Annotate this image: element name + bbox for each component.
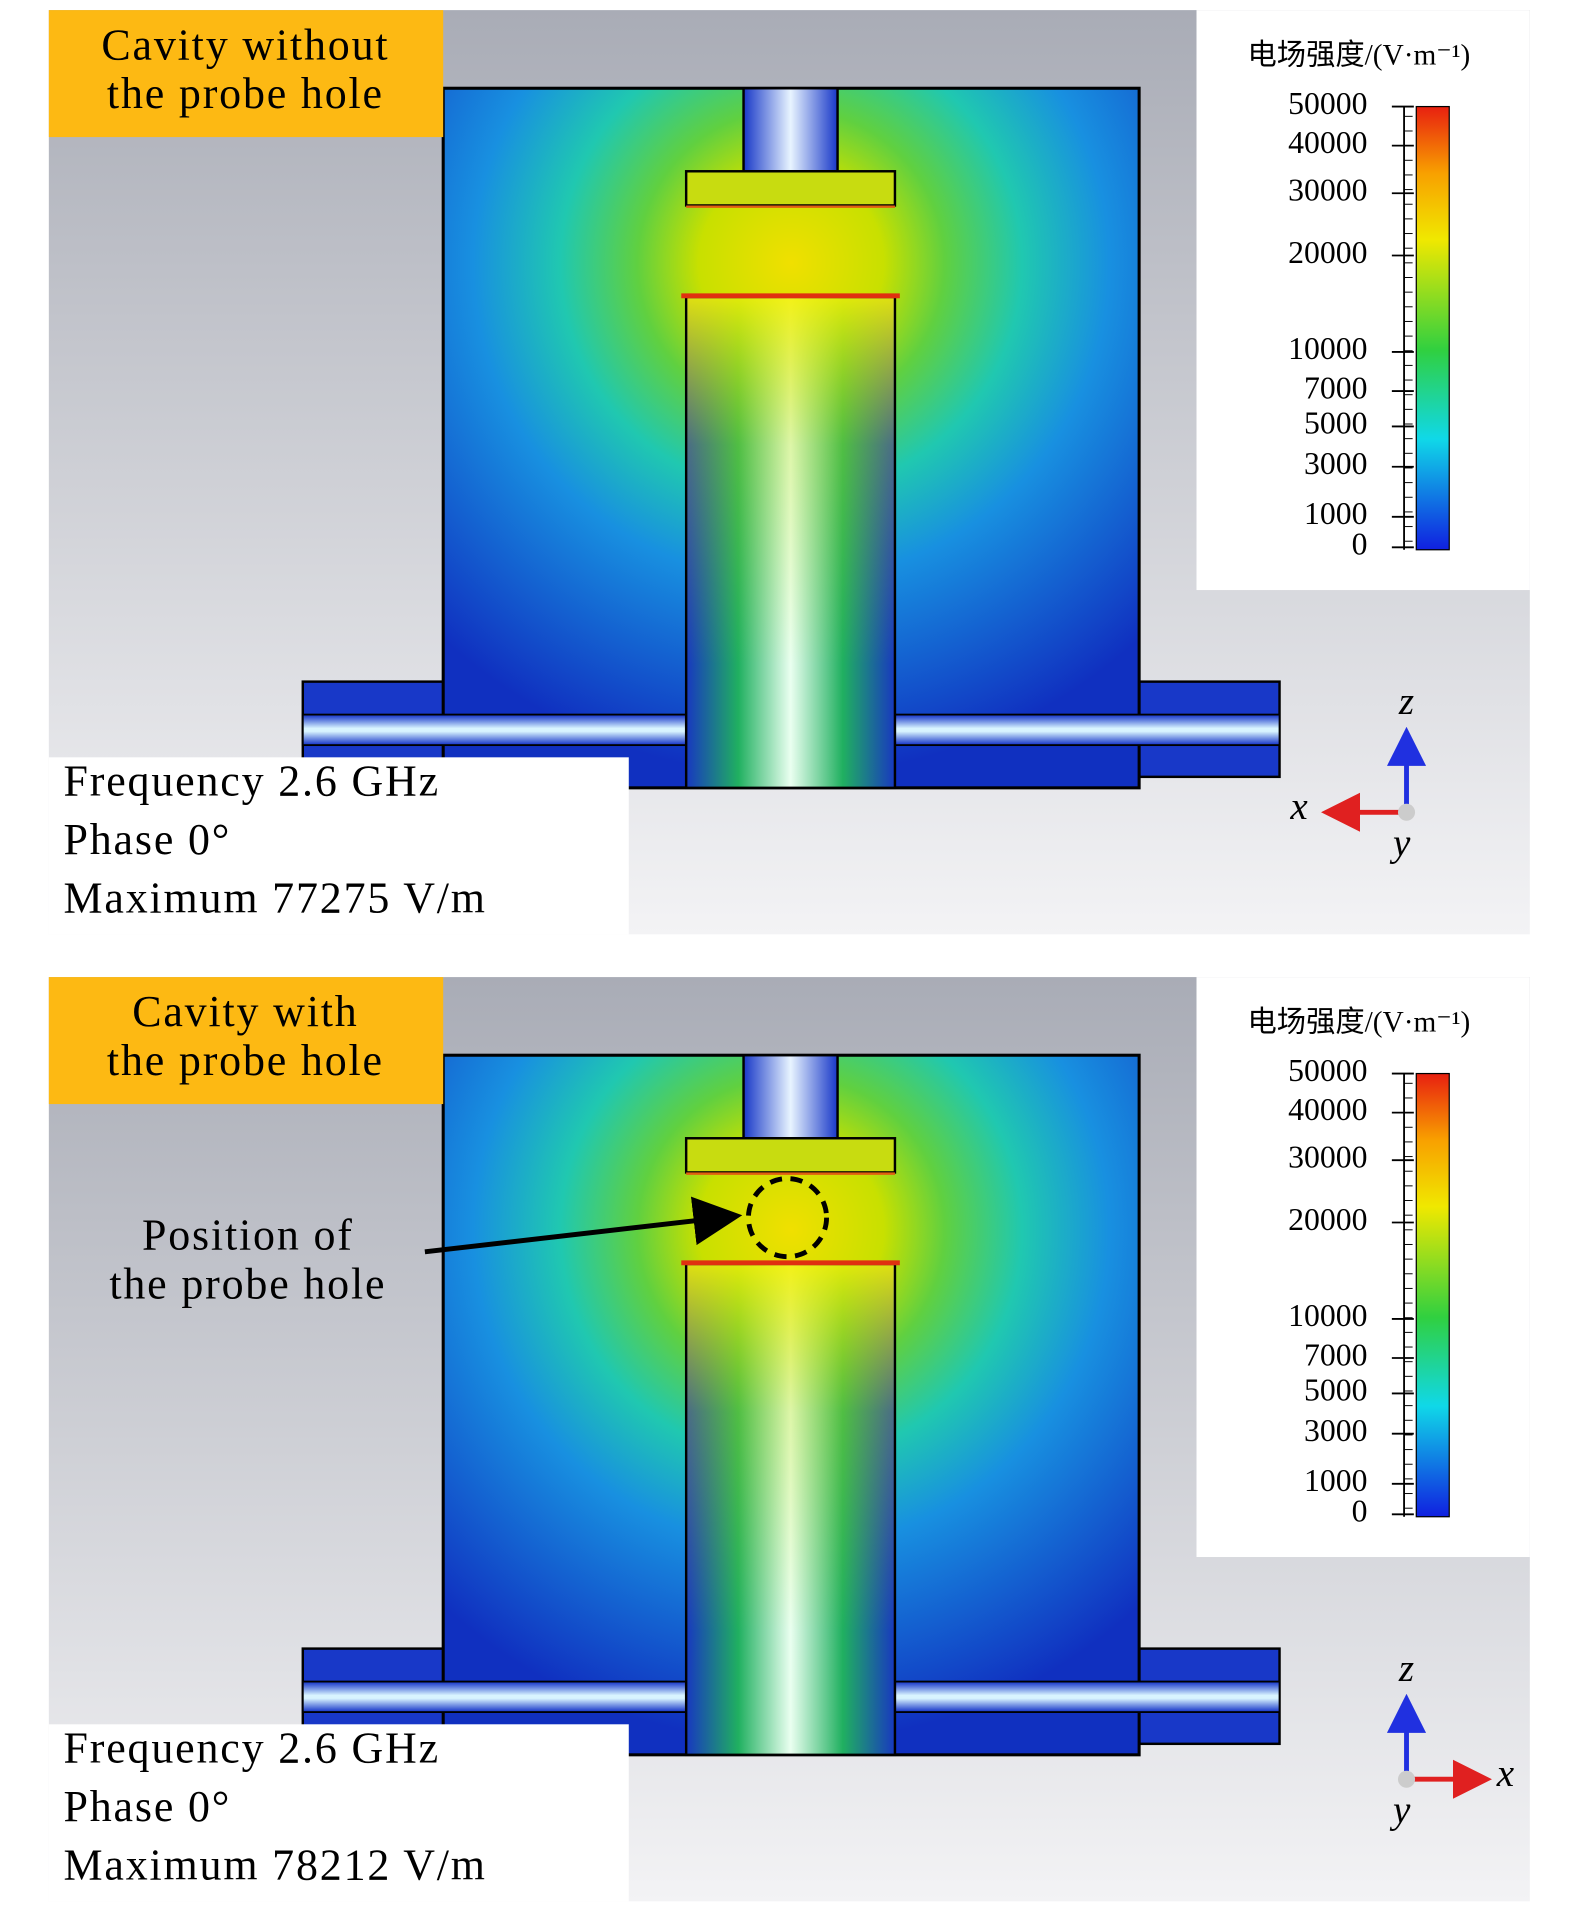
probe-hole [745, 1176, 830, 1260]
legend-tick-label: 7000 [1304, 370, 1367, 405]
axis-label-z: z [1398, 1647, 1414, 1690]
legend-tick-label: 30000 [1288, 173, 1367, 208]
legend-tick-label: 20000 [1288, 1202, 1367, 1237]
info-line: Maximum 78212 V/m [63, 1841, 486, 1890]
axis-label-z: z [1398, 680, 1414, 723]
info-box [48, 757, 629, 935]
legend-tick-label: 10000 [1288, 1298, 1367, 1333]
axis-label-y: y [1389, 821, 1411, 864]
legend-tick-label: 10000 [1288, 331, 1367, 366]
label-box [48, 10, 444, 138]
legend-tick-label: 40000 [1288, 125, 1367, 160]
legend-tick-label: 50000 [1288, 86, 1367, 121]
coax-line [301, 1680, 688, 1714]
annotation-arrow [424, 1196, 743, 1255]
plate [684, 170, 897, 207]
label-box [48, 977, 444, 1105]
color-bar [1415, 105, 1450, 551]
color-bar [1415, 1072, 1450, 1518]
info-line: Phase 0° [63, 815, 231, 864]
info-line: Frequency 2.6 GHz [63, 1723, 439, 1772]
legend-tick-label: 3000 [1304, 446, 1367, 481]
info-line: Frequency 2.6 GHz [63, 756, 439, 805]
annotation: Position of [142, 1211, 354, 1260]
axis-label-y: y [1389, 1788, 1411, 1831]
legend-box [1196, 10, 1530, 591]
conductor-glow [687, 1265, 894, 1632]
legend-tick-label: 0 [1352, 1494, 1368, 1529]
legend-title: 电场强度/(V·m⁻¹) [1247, 1005, 1470, 1038]
coax-line [894, 1680, 1281, 1714]
coax-line [894, 713, 1281, 747]
top-tube [742, 1054, 839, 1140]
legend-box [1196, 977, 1530, 1558]
annotation: the probe hole [109, 1260, 386, 1309]
info-box [48, 1724, 629, 1902]
plate [684, 1137, 897, 1174]
legend-tick-label: 0 [1352, 527, 1368, 562]
conductor-glow [687, 298, 894, 665]
legend-tick-label: 1000 [1304, 1463, 1367, 1498]
axis-label-x: x [1289, 785, 1308, 828]
legend-tick-label: 7000 [1304, 1337, 1367, 1372]
top-tube [742, 87, 839, 173]
legend-tick-label: 50000 [1288, 1053, 1367, 1088]
info-line: Phase 0° [63, 1782, 231, 1831]
panel-label: the probe hole [107, 1036, 384, 1085]
axis-origin [1397, 1770, 1416, 1788]
legend-tick-label: 5000 [1304, 406, 1367, 441]
panel-label: Cavity with [132, 987, 358, 1036]
panel-label: Cavity without [101, 20, 389, 69]
legend-tick-label: 30000 [1288, 1140, 1367, 1175]
legend-tick-label: 5000 [1304, 1373, 1367, 1408]
legend-tick-label: 40000 [1288, 1092, 1367, 1127]
legend-tick-label: 20000 [1288, 235, 1367, 270]
panel-label: the probe hole [107, 69, 384, 118]
coax-line [301, 713, 688, 747]
legend-tick-label: 1000 [1304, 496, 1367, 531]
legend-title: 电场强度/(V·m⁻¹) [1247, 38, 1470, 71]
axis-label-x: x [1496, 1752, 1515, 1795]
axis-origin [1397, 803, 1416, 821]
legend-tick-label: 3000 [1304, 1413, 1367, 1448]
info-line: Maximum 77275 V/m [63, 874, 486, 923]
